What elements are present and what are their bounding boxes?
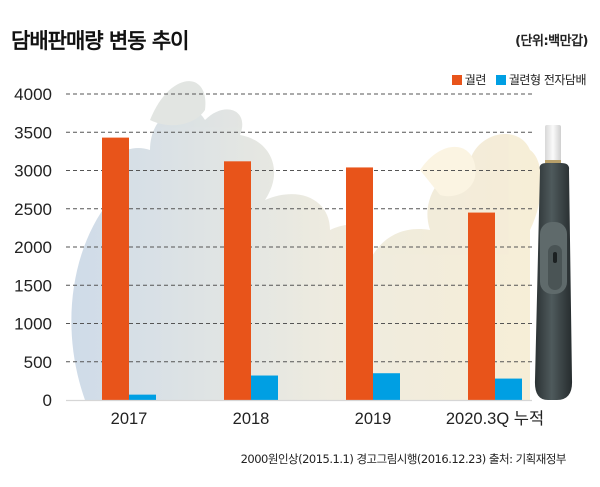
- legend: 궐련 궐련형 전자담배: [446, 71, 587, 88]
- bar-cigarette-3: [468, 212, 495, 400]
- y-tick-label: 3000: [14, 162, 52, 181]
- device-illustration: [534, 125, 573, 400]
- device-button: [548, 245, 562, 290]
- bars: [102, 137, 522, 401]
- bar-heated-tobacco-0: [129, 394, 156, 400]
- tobacco-stick: [545, 125, 561, 169]
- y-tick-label: 500: [24, 353, 52, 372]
- x-tick-label: 2017: [111, 410, 148, 428]
- x-tick-label: 2018: [233, 410, 270, 428]
- x-tick-label: 2020.3Q 누적: [446, 409, 544, 428]
- y-axis-ticks: 0 500 1000 1500 2000 2500 3000 3500 4000: [14, 85, 52, 410]
- y-tick-label: 0: [43, 391, 52, 410]
- y-tick-label: 2500: [14, 200, 52, 219]
- bar-cigarette-0: [102, 137, 129, 401]
- stick-band: [545, 160, 561, 164]
- legend-label-heated-tobacco: 궐련형 전자담배: [508, 73, 587, 87]
- legend-item-cigarette: 궐련: [451, 71, 487, 88]
- bar-heated-tobacco-3: [495, 378, 522, 400]
- y-tick-label: 3500: [14, 123, 52, 142]
- device-led: [553, 252, 557, 263]
- y-tick-label: 1500: [14, 276, 52, 295]
- source-note: 2000원인상(2015.1.1) 경고그림시행(2016.12.23) 출처:…: [240, 452, 567, 466]
- gridlines: [66, 93, 532, 363]
- bar-heated-tobacco-1: [251, 375, 278, 400]
- x-tick-label: 2019: [355, 410, 392, 428]
- y-tick-label: 4000: [14, 85, 52, 104]
- unit-label: (단위:백만갑): [515, 34, 588, 49]
- bar-cigarette-1: [224, 161, 251, 400]
- legend-item-heated-tobacco: 궐련형 전자담배: [495, 71, 587, 88]
- background-illustration: [71, 81, 542, 401]
- legend-swatch-cigarette: [451, 74, 462, 85]
- legend-label-cigarette: 궐련: [464, 73, 487, 87]
- bar-heated-tobacco-2: [373, 373, 400, 400]
- legend-swatch-heated-tobacco: [495, 74, 506, 85]
- x-axis-labels: 2017 2018 2019 2020.3Q 누적: [111, 409, 544, 428]
- chart-title: 담배판매량 변동 추이: [11, 29, 190, 53]
- y-tick-label: 2000: [14, 238, 52, 257]
- bar-cigarette-2: [346, 167, 373, 400]
- y-tick-label: 1000: [14, 315, 52, 334]
